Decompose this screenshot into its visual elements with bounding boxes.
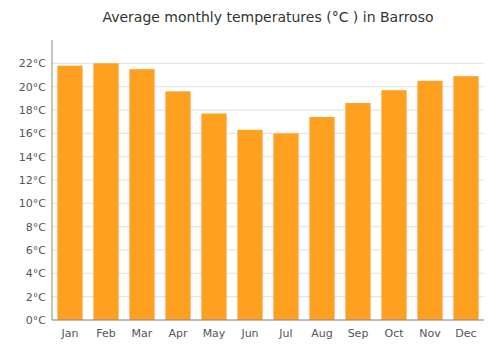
x-tick-label: Jan bbox=[61, 327, 79, 340]
bar bbox=[345, 103, 370, 320]
x-tick-label: May bbox=[203, 327, 226, 340]
x-tick-label: Jun bbox=[240, 327, 258, 340]
bar bbox=[381, 90, 406, 320]
chart-svg: Average monthly temperatures (°C ) in Ba… bbox=[0, 0, 500, 350]
grid-line bbox=[52, 320, 484, 321]
y-tick-label: 4°C bbox=[26, 267, 46, 280]
x-tick-label: Sep bbox=[348, 327, 369, 340]
bar bbox=[237, 130, 262, 320]
x-tick-label: Apr bbox=[168, 327, 188, 340]
bar bbox=[93, 63, 118, 320]
x-tick-label: Dec bbox=[455, 327, 476, 340]
bar bbox=[417, 81, 442, 320]
y-tick-label: 6°C bbox=[26, 244, 46, 257]
y-tick-label: 10°C bbox=[19, 197, 46, 210]
y-tick-label: 8°C bbox=[26, 221, 46, 234]
y-tick-label: 22°C bbox=[19, 57, 46, 70]
y-tick-label: 2°C bbox=[26, 291, 46, 304]
bar bbox=[201, 114, 226, 321]
bar bbox=[165, 91, 190, 320]
bar bbox=[309, 117, 334, 320]
x-tick-label: Jul bbox=[278, 327, 292, 340]
y-tick-label: 0°C bbox=[26, 314, 46, 327]
chart-container: Average monthly temperatures (°C ) in Ba… bbox=[0, 0, 500, 350]
x-tick-label: Nov bbox=[419, 327, 441, 340]
y-tick-label: 14°C bbox=[19, 151, 46, 164]
bar bbox=[57, 66, 82, 320]
x-tick-label: Aug bbox=[311, 327, 332, 340]
bar bbox=[273, 133, 298, 320]
bar bbox=[129, 69, 154, 320]
y-grid bbox=[52, 63, 484, 320]
y-tick-label: 16°C bbox=[19, 127, 46, 140]
y-tick-label: 12°C bbox=[19, 174, 46, 187]
y-tick-label: 18°C bbox=[19, 104, 46, 117]
chart-title: Average monthly temperatures (°C ) in Ba… bbox=[102, 9, 433, 25]
y-tick-label: 20°C bbox=[19, 81, 46, 94]
y-axis-line bbox=[52, 40, 53, 320]
bar bbox=[453, 76, 478, 320]
x-tick-label: Feb bbox=[96, 327, 115, 340]
x-axis-line bbox=[52, 320, 484, 321]
x-tick-label: Mar bbox=[132, 327, 153, 340]
x-tick-label: Oct bbox=[384, 327, 404, 340]
bars bbox=[57, 63, 478, 320]
